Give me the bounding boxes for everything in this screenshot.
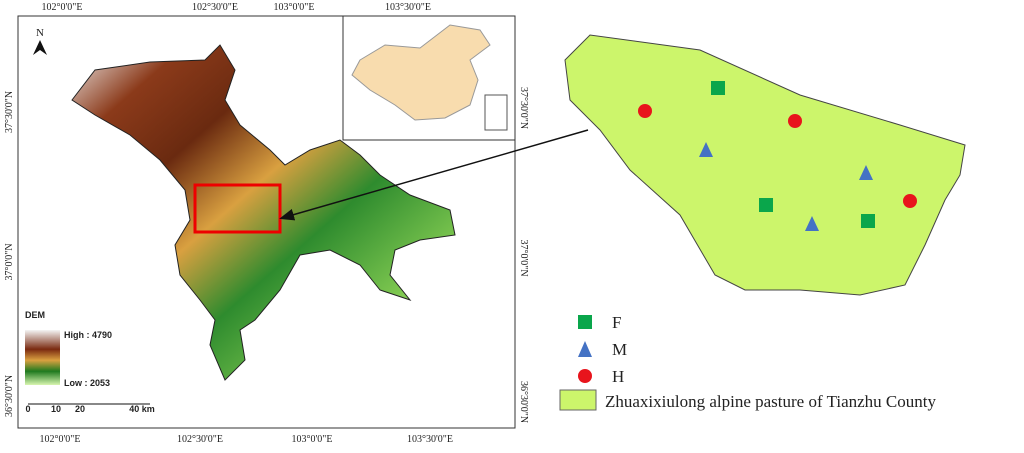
dem-high: High : 4790 [64, 330, 112, 340]
scale-label: 40 km [129, 404, 155, 414]
lon-label: 103°30'0"E [407, 434, 453, 445]
lon-bottom: 102°0'0"E 102°30'0"E 103°0'0"E 103°30'0"… [40, 434, 454, 445]
lat-label: 37°30'0"N [518, 87, 529, 129]
legend-f [578, 315, 592, 329]
lat-label: 36°30'0"N [518, 381, 529, 423]
dem-ramp [25, 330, 60, 385]
legend-label: M [612, 340, 627, 359]
legend-label: F [612, 313, 621, 332]
arrow [279, 129, 589, 221]
legend-h [578, 369, 592, 383]
study-box [193, 183, 282, 234]
lon-label: 103°30'0"E [385, 2, 431, 13]
lon-top: 102°0'0"E 102°30'0"E 103°0'0"E 103°30'0"… [42, 2, 432, 13]
h-points [638, 104, 917, 208]
lat-label: 37°0'0"N [518, 239, 529, 276]
legend-area [559, 389, 597, 411]
lat-label: 37°0'0"N [4, 243, 15, 280]
legend-m [578, 341, 592, 357]
lon-label: 102°30'0"E [177, 434, 223, 445]
inset-china [351, 24, 491, 121]
pasture [564, 34, 966, 296]
f-points [711, 81, 875, 228]
scale-label: 20 [75, 404, 85, 414]
lon-label: 102°0'0"E [42, 2, 83, 13]
lon-label: 103°0'0"E [292, 434, 333, 445]
legend-label: H [612, 367, 624, 386]
north-label: N [36, 27, 44, 39]
lon-label: 102°0'0"E [40, 434, 81, 445]
lat-label: 36°30'0"N [4, 375, 15, 417]
lon-label: 103°0'0"E [274, 2, 315, 13]
scale-labels: 0 10 20 40 km [25, 404, 154, 414]
dem-region [71, 44, 456, 381]
m-points [699, 142, 873, 231]
inset-sea [484, 94, 508, 131]
scale-label: 0 [25, 404, 30, 414]
scale-label: 10 [51, 404, 61, 414]
lat-left: 37°30'0"N 37°0'0"N 36°30'0"N [4, 91, 15, 417]
dem-low: Low : 2053 [64, 378, 110, 388]
lat-label: 37°30'0"N [4, 91, 15, 133]
north-arrow [33, 40, 47, 55]
dem-title: DEM [25, 310, 45, 320]
lon-label: 102°30'0"E [192, 2, 238, 13]
lat-right: 37°30'0"N 37°0'0"N 36°30'0"N [518, 87, 529, 423]
legend-label: Zhuaxixiulong alpine pasture of Tianzhu … [605, 392, 936, 411]
